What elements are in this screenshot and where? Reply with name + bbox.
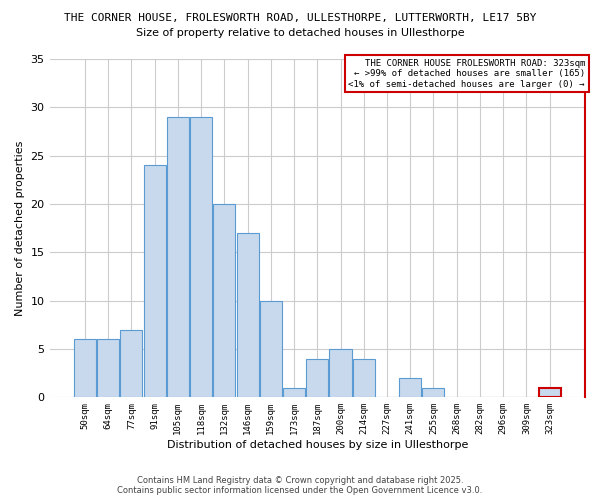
Bar bbox=[306, 358, 328, 398]
Bar bbox=[399, 378, 421, 398]
Bar bbox=[236, 233, 259, 398]
Bar bbox=[283, 388, 305, 398]
Y-axis label: Number of detached properties: Number of detached properties bbox=[15, 140, 25, 316]
Bar bbox=[167, 117, 189, 398]
Bar bbox=[539, 388, 560, 398]
Bar bbox=[353, 358, 375, 398]
Bar bbox=[97, 340, 119, 398]
Text: Contains HM Land Registry data © Crown copyright and database right 2025.
Contai: Contains HM Land Registry data © Crown c… bbox=[118, 476, 482, 495]
Bar bbox=[260, 300, 282, 398]
Bar bbox=[329, 349, 352, 398]
X-axis label: Distribution of detached houses by size in Ullesthorpe: Distribution of detached houses by size … bbox=[167, 440, 468, 450]
Bar bbox=[143, 166, 166, 398]
Bar bbox=[121, 330, 142, 398]
Bar bbox=[422, 388, 445, 398]
Text: THE CORNER HOUSE FROLESWORTH ROAD: 323sqm
← >99% of detached houses are smaller : THE CORNER HOUSE FROLESWORTH ROAD: 323sq… bbox=[349, 59, 585, 89]
Text: THE CORNER HOUSE, FROLESWORTH ROAD, ULLESTHORPE, LUTTERWORTH, LE17 5BY: THE CORNER HOUSE, FROLESWORTH ROAD, ULLE… bbox=[64, 12, 536, 22]
Bar bbox=[213, 204, 235, 398]
Bar bbox=[74, 340, 96, 398]
Text: Size of property relative to detached houses in Ullesthorpe: Size of property relative to detached ho… bbox=[136, 28, 464, 38]
Bar bbox=[190, 117, 212, 398]
